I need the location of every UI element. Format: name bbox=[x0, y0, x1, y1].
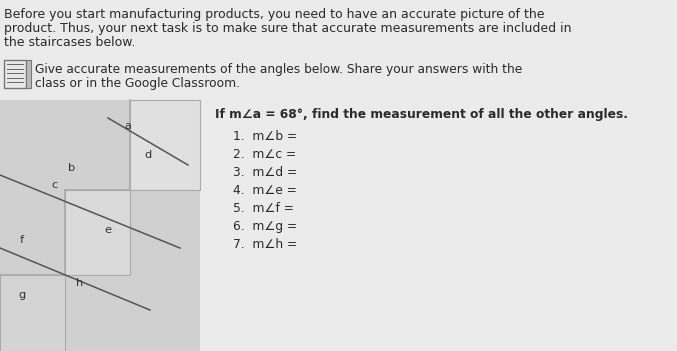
Bar bbox=[130, 100, 200, 190]
Text: product. Thus, your next task is to make sure that accurate measurements are inc: product. Thus, your next task is to make… bbox=[4, 22, 571, 35]
Text: 1.  m∠b =: 1. m∠b = bbox=[233, 130, 297, 143]
Text: 4.  m∠e =: 4. m∠e = bbox=[233, 184, 297, 197]
Text: Before you start manufacturing products, you need to have an accurate picture of: Before you start manufacturing products,… bbox=[4, 8, 544, 21]
Bar bbox=[65, 190, 130, 275]
Text: the staircases below.: the staircases below. bbox=[4, 36, 135, 49]
Bar bbox=[0, 275, 65, 351]
Text: 3.  m∠d =: 3. m∠d = bbox=[233, 166, 297, 179]
Text: class or in the Google Classroom.: class or in the Google Classroom. bbox=[35, 77, 240, 90]
Text: 7.  m∠h =: 7. m∠h = bbox=[233, 238, 297, 251]
Polygon shape bbox=[0, 100, 200, 351]
Text: g: g bbox=[18, 290, 26, 300]
Bar bbox=[26, 60, 31, 88]
Text: b: b bbox=[68, 163, 76, 173]
Text: f: f bbox=[20, 235, 24, 245]
Text: e: e bbox=[104, 225, 112, 235]
Bar bbox=[4, 60, 26, 88]
Text: 6.  m∠g =: 6. m∠g = bbox=[233, 220, 297, 233]
Text: h: h bbox=[77, 278, 84, 288]
Text: 5.  m∠f =: 5. m∠f = bbox=[233, 202, 294, 215]
Text: Give accurate measurements of the angles below. Share your answers with the: Give accurate measurements of the angles… bbox=[35, 63, 522, 76]
Text: a: a bbox=[125, 121, 131, 131]
Text: c: c bbox=[52, 180, 58, 190]
Text: If m∠a = 68°, find the measurement of all the other angles.: If m∠a = 68°, find the measurement of al… bbox=[215, 108, 628, 121]
Bar bbox=[0, 100, 200, 351]
Text: d: d bbox=[144, 150, 152, 160]
Text: 2.  m∠c =: 2. m∠c = bbox=[233, 148, 296, 161]
